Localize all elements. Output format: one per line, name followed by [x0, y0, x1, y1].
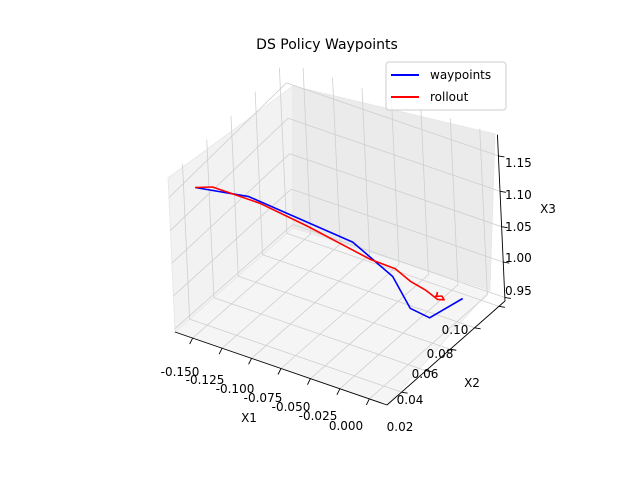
legend-label-rollout: rollout [430, 90, 469, 104]
chart-title: DS Policy Waypoints [256, 37, 398, 53]
axis-lines [174, 134, 511, 406]
z-tick-mark [503, 261, 510, 264]
series-line-rollout [195, 186, 445, 301]
grid-line-z [174, 224, 294, 330]
z-tick-label: 1.05 [505, 220, 532, 234]
series-layer [195, 186, 464, 319]
grid-line-z [170, 118, 289, 231]
y-tick-mark [425, 370, 433, 373]
y-tick-mark [498, 305, 505, 308]
x-tick-label: -0.150 [161, 365, 200, 379]
legend: waypoints rollout [385, 61, 507, 111]
x-tick-mark [307, 378, 311, 385]
grid-line-z [171, 153, 290, 264]
y-tick-label: 0.06 [412, 367, 439, 381]
x-tick-mark [189, 337, 194, 345]
grid-line-y [278, 67, 288, 234]
z-tick-label: 1.10 [505, 188, 532, 202]
z-tick-mark [504, 297, 511, 299]
z-tick-mark [499, 190, 507, 193]
grid-line-x [420, 108, 429, 275]
series-line-waypoints [195, 186, 464, 319]
x-tick-label: -0.100 [216, 382, 255, 396]
grid-line-y [189, 318, 402, 393]
z-tick-label: 1.00 [505, 251, 532, 265]
y-tick-label: 0.02 [387, 420, 414, 434]
grid-line-y [254, 91, 263, 255]
grid-line-x [479, 128, 488, 295]
grid-line-x [280, 264, 400, 369]
x-tick-label: -0.075 [244, 391, 283, 405]
y-tick-mark [401, 391, 408, 394]
y-tick-mark [474, 327, 481, 330]
grid-line-x [251, 254, 370, 359]
x-ticks: -0.150 -0.125 -0.100 -0.075 -0.050 -0.02… [161, 365, 364, 433]
x-tick-label: 0.000 [329, 419, 363, 433]
x-tick-mark [336, 388, 341, 395]
grid-line-y [230, 115, 239, 277]
grid-line-x [369, 294, 488, 400]
grid-line-z [287, 117, 501, 192]
grid-line-x [221, 243, 341, 349]
grid-line-y [262, 254, 475, 329]
grid-line-y [213, 297, 427, 372]
z-tick-mark [498, 155, 505, 158]
grid-line-y [182, 163, 190, 320]
y-axis-label: X2 [464, 376, 480, 390]
x-tick-mark [218, 348, 223, 355]
grid-line-z [168, 82, 287, 198]
z-axis-line [496, 134, 506, 302]
y-tick-label: 0.10 [442, 323, 469, 337]
y-axis-line [386, 300, 506, 406]
z-tick-mark [501, 226, 508, 229]
y-tick-label: 0.08 [427, 347, 454, 361]
y-tick-mark [450, 348, 457, 351]
grid-line-x [310, 274, 429, 379]
grid-line-z [286, 82, 499, 157]
grid-line-x [332, 77, 341, 245]
grid-line-x [192, 233, 311, 339]
grid-line-y [238, 275, 451, 350]
legend-label-waypoints: waypoints [430, 68, 491, 82]
grid-line-x [391, 98, 400, 265]
x-tick-label: -0.025 [299, 409, 338, 423]
x-tick-label: -0.125 [186, 373, 225, 387]
x-axis-label: X1 [241, 411, 257, 425]
x-tick-mark [248, 358, 252, 365]
z-axis-label: X3 [540, 202, 556, 216]
grid-line-x [361, 88, 370, 255]
z-tick-label: 0.95 [505, 284, 532, 298]
grid-line-x [302, 67, 312, 235]
x-tick-label: -0.050 [272, 400, 311, 414]
y-tick-label: 0.04 [397, 393, 424, 407]
x-tick-mark [277, 368, 282, 375]
grid-line-y [286, 232, 500, 307]
y-ticks: 0.02 0.04 0.06 0.08 0.10 [387, 323, 469, 434]
grid-line-y [206, 139, 215, 298]
grid-line-x [449, 118, 459, 285]
grid-line-z [289, 153, 502, 228]
grid-line-x [339, 284, 459, 390]
grid-line-z [291, 188, 504, 263]
x-tick-mark [365, 398, 370, 406]
z-tick-label: 1.15 [505, 156, 532, 170]
grid-lines [168, 67, 505, 400]
z-ticks: 0.95 1.00 1.05 1.10 1.15 [505, 156, 532, 298]
